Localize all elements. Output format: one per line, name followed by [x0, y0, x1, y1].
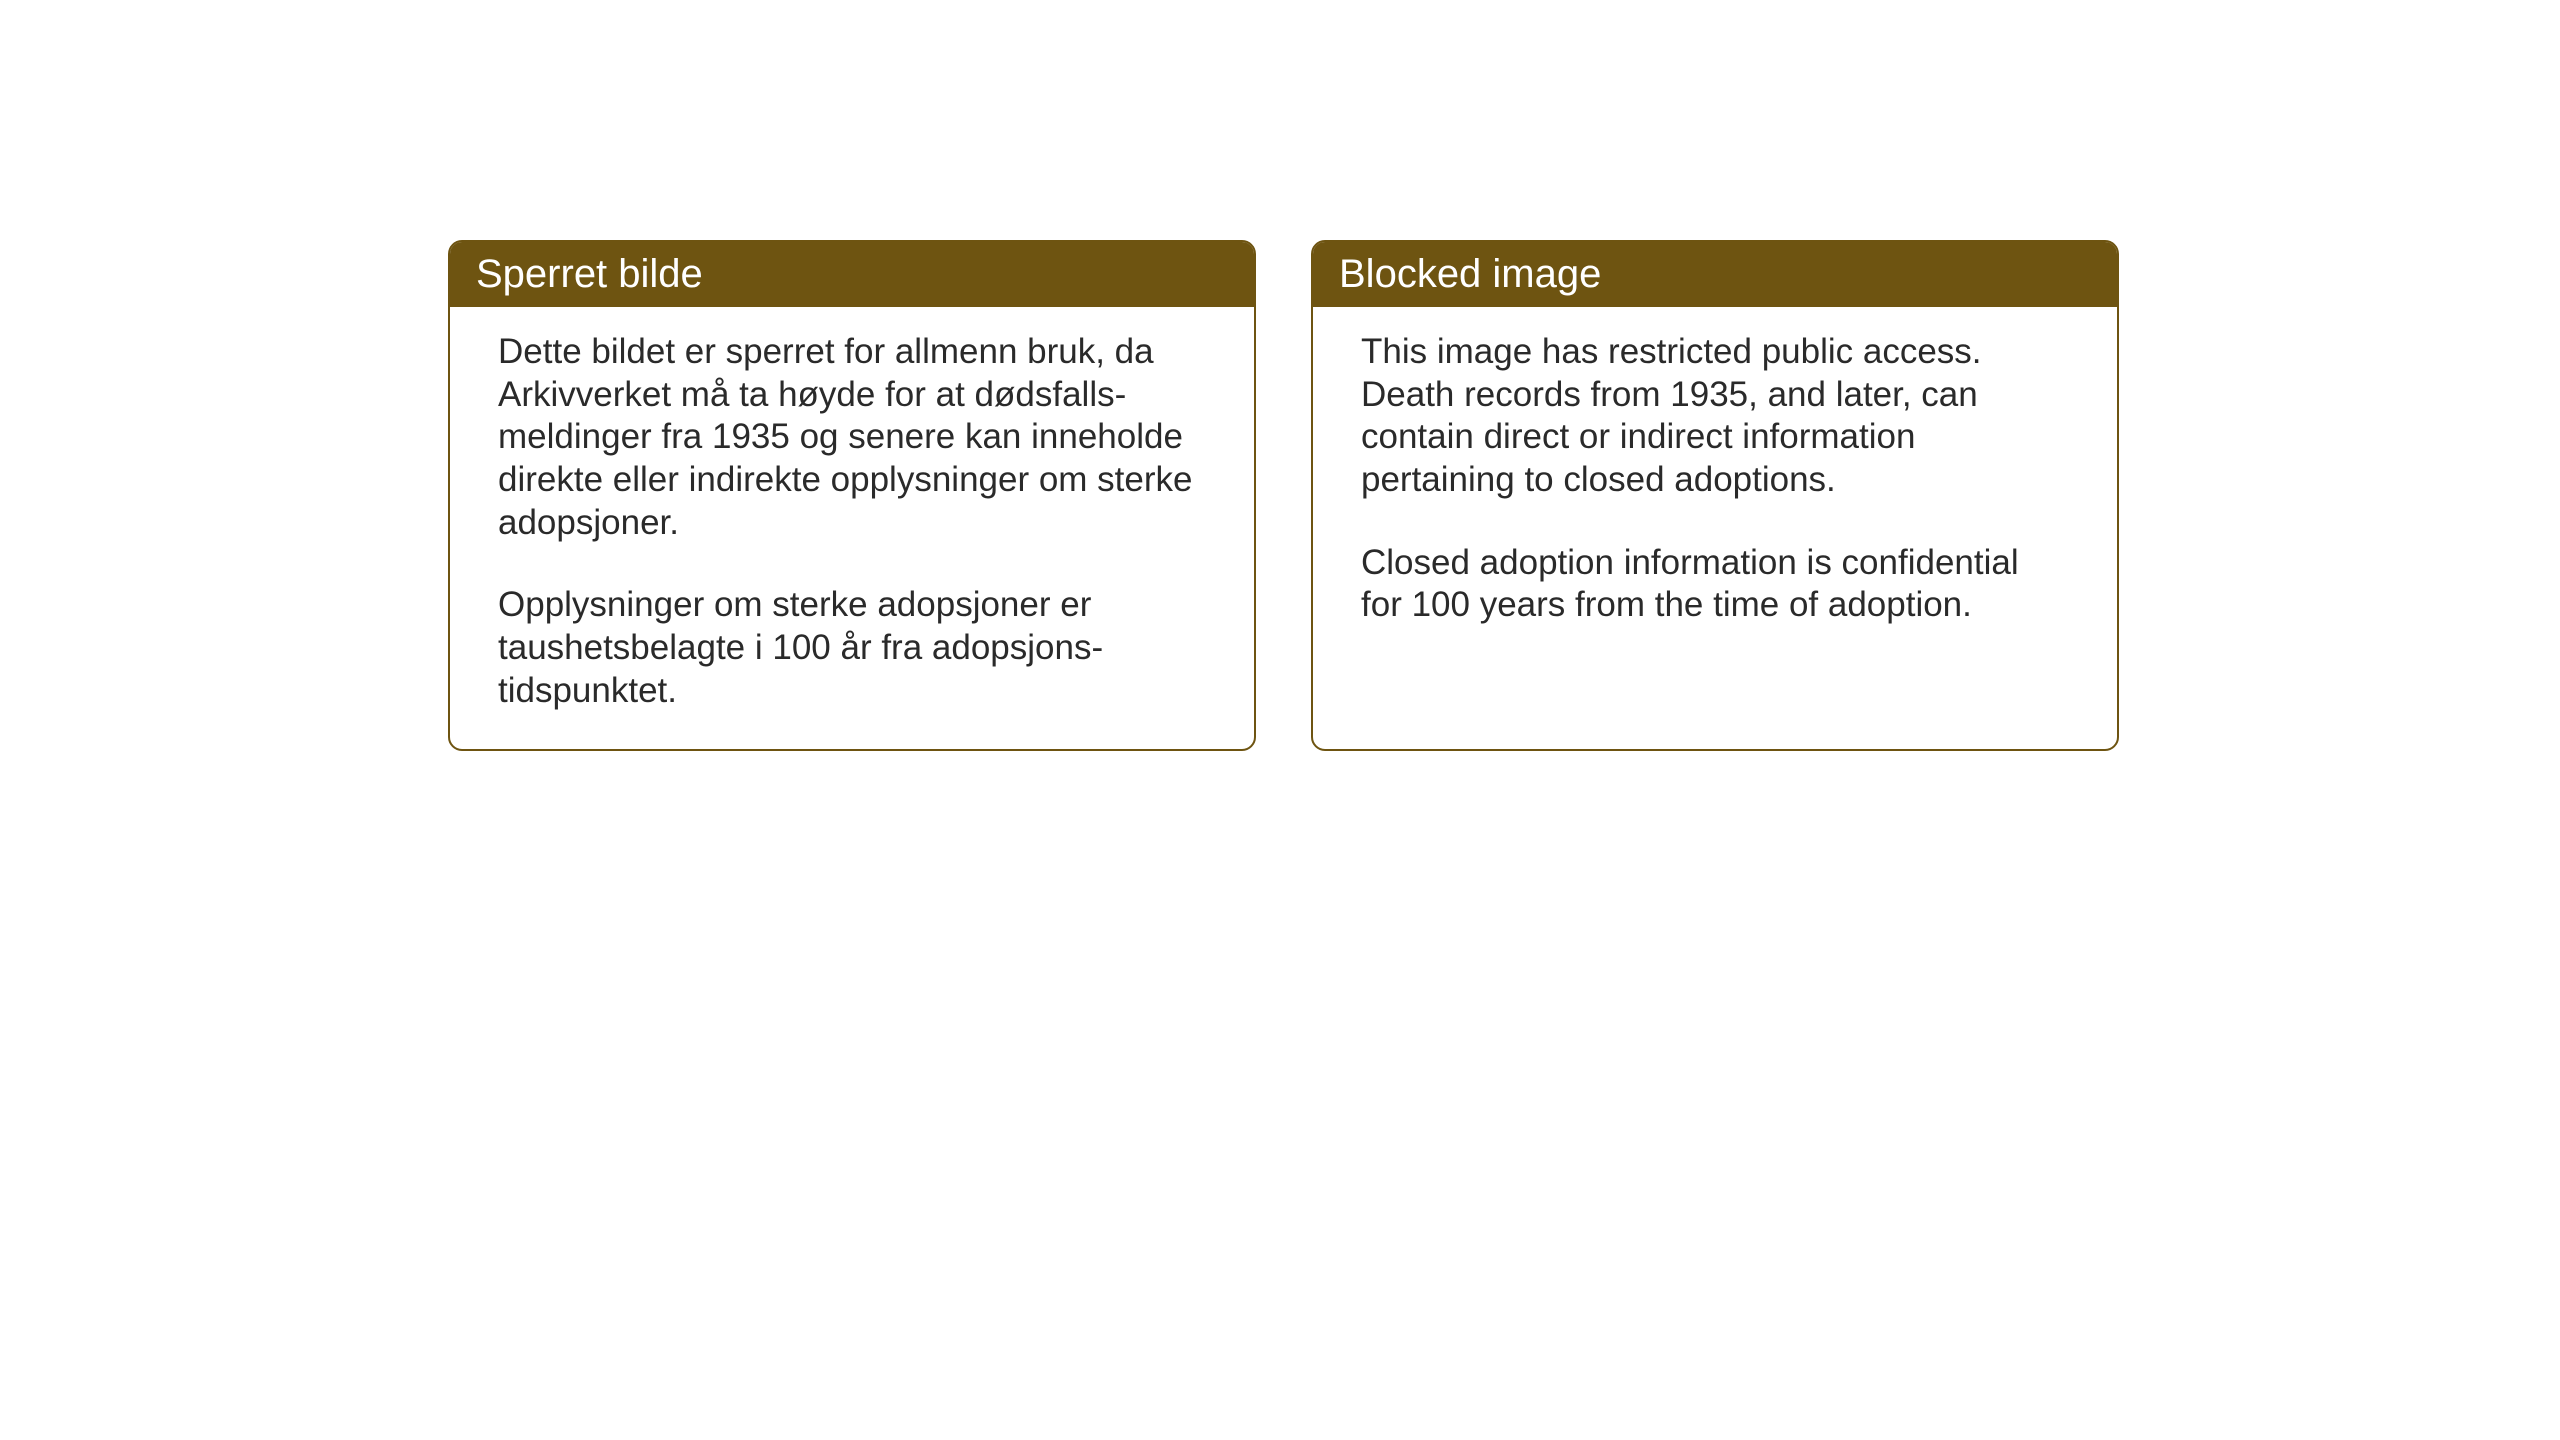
- card-body-norwegian: Dette bildet er sperret for allmenn bruk…: [450, 307, 1254, 749]
- card-header-english: Blocked image: [1313, 242, 2117, 307]
- card-title-english: Blocked image: [1339, 252, 1601, 296]
- notice-card-english: Blocked image This image has restricted …: [1311, 240, 2119, 751]
- card-paragraph-1-english: This image has restricted public access.…: [1361, 331, 2069, 502]
- card-paragraph-2-english: Closed adoption information is confident…: [1361, 542, 2069, 627]
- card-body-english: This image has restricted public access.…: [1313, 307, 2117, 663]
- notice-container: Sperret bilde Dette bildet er sperret fo…: [448, 240, 2119, 751]
- card-paragraph-2-norwegian: Opplysninger om sterke adopsjoner er tau…: [498, 584, 1206, 712]
- notice-card-norwegian: Sperret bilde Dette bildet er sperret fo…: [448, 240, 1256, 751]
- card-header-norwegian: Sperret bilde: [450, 242, 1254, 307]
- card-title-norwegian: Sperret bilde: [476, 252, 703, 296]
- card-paragraph-1-norwegian: Dette bildet er sperret for allmenn bruk…: [498, 331, 1206, 544]
